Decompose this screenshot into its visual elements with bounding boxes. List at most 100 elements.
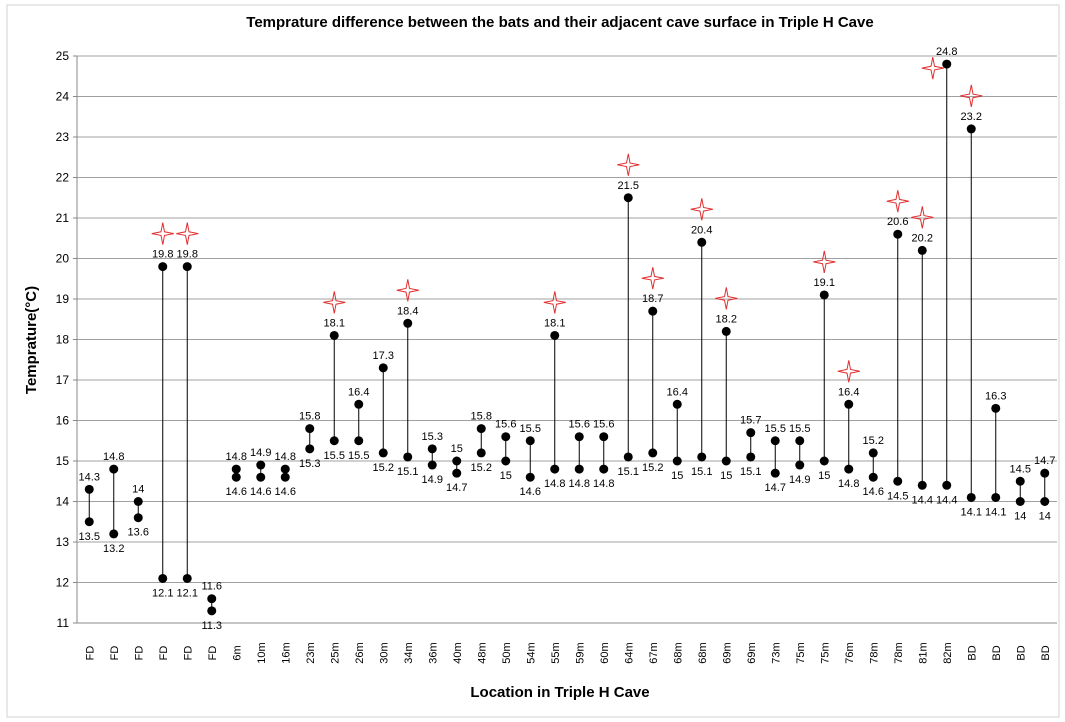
high-dot (795, 436, 805, 446)
low-dot (403, 452, 413, 462)
high-label: 15.6 (495, 419, 516, 431)
high-dot (942, 59, 952, 69)
high-label: 17.3 (373, 350, 394, 362)
low-dot (697, 452, 707, 462)
x-tick-label: 40m (452, 642, 464, 663)
x-tick-label: 26m (354, 642, 366, 663)
low-label: 14.6 (863, 486, 884, 498)
low-dot (1015, 497, 1025, 506)
chart-border (6, 4, 1060, 718)
x-tick-label: FD (207, 646, 219, 661)
x-tick-label: 81m (917, 642, 929, 663)
high-label: 18.4 (397, 305, 418, 317)
low-label: 14.6 (275, 486, 296, 498)
low-dot (942, 480, 952, 490)
x-tick-label: FD (84, 646, 96, 661)
x-tick-label: 78m (868, 642, 880, 663)
low-dot (599, 464, 609, 474)
y-tick-label: 20 (56, 252, 70, 266)
highlight-star (151, 222, 174, 245)
low-label: 14 (1039, 511, 1051, 523)
high-dot (403, 318, 413, 328)
x-tick-label: 82m (942, 642, 954, 663)
x-tick-label: 69m (746, 642, 758, 663)
x-tick-label: 64m (623, 642, 635, 663)
high-dot (158, 262, 168, 272)
high-dot (819, 290, 829, 300)
low-label: 15 (500, 470, 512, 482)
high-dot (868, 448, 878, 458)
low-dot (305, 444, 315, 454)
high-dot (280, 464, 290, 474)
low-label: 14 (1014, 511, 1026, 523)
high-label: 11.6 (201, 581, 222, 593)
low-label: 12.1 (177, 587, 198, 599)
high-dot (354, 399, 364, 409)
high-dot (991, 403, 1001, 413)
y-tick-label: 14 (56, 495, 70, 509)
x-tick-label: 60m (599, 642, 611, 663)
low-dot (207, 606, 217, 616)
x-tick-label: BD (1015, 645, 1027, 660)
low-label: 14.8 (569, 478, 590, 490)
high-dot (1015, 476, 1025, 486)
low-dot (378, 448, 388, 458)
low-label: 15.5 (324, 450, 345, 462)
x-tick-label: 59m (574, 642, 586, 663)
low-dot (109, 529, 119, 539)
high-dot (476, 424, 486, 434)
high-label: 16.4 (838, 386, 859, 398)
high-dot (893, 229, 903, 239)
x-tick-label: 50m (501, 642, 513, 663)
low-label: 15.5 (348, 450, 369, 462)
y-tick-label: 11 (57, 616, 70, 630)
high-dot (525, 436, 535, 446)
x-tick-label: BD (1040, 645, 1052, 660)
high-label: 20.4 (691, 224, 712, 236)
low-label: 14.8 (544, 478, 565, 490)
low-dot (280, 472, 290, 482)
high-dot (231, 464, 241, 474)
x-tick-label: BD (966, 645, 978, 660)
high-dot (623, 193, 633, 203)
low-dot (501, 456, 511, 466)
low-label: 15.1 (691, 466, 712, 478)
y-tick-label: 13 (56, 535, 70, 549)
highlight-star (886, 190, 909, 213)
low-label: 13.6 (128, 527, 149, 539)
low-label: 12.1 (152, 587, 173, 599)
high-dot (966, 124, 976, 134)
high-label: 14.7 (1034, 455, 1055, 467)
low-dot (746, 452, 756, 462)
x-tick-label: 48m (476, 642, 488, 663)
low-label: 15 (818, 470, 830, 482)
x-tick-label: 75m (795, 642, 807, 663)
low-label: 15.1 (397, 466, 418, 478)
low-label: 14.5 (887, 490, 908, 502)
x-tick-label: 76m (844, 642, 856, 663)
low-label: 14.4 (912, 494, 933, 506)
y-tick-label: 25 (56, 49, 70, 63)
high-dot (599, 432, 609, 442)
low-dot (868, 472, 878, 482)
low-dot (672, 456, 682, 466)
high-label: 15.5 (520, 423, 541, 435)
y-tick-label: 16 (56, 414, 70, 428)
high-label: 14 (132, 484, 144, 496)
high-label: 16.4 (667, 386, 688, 398)
x-tick-label: FD (109, 646, 121, 661)
low-dot (133, 513, 143, 523)
high-label: 15.5 (789, 423, 810, 435)
low-dot (550, 464, 560, 474)
high-label: 24.8 (936, 46, 957, 58)
low-dot (256, 472, 266, 482)
low-dot (795, 460, 805, 470)
low-label: 15.1 (618, 466, 639, 478)
high-dot (182, 262, 192, 272)
low-label: 14.9 (422, 474, 443, 486)
low-label: 14.6 (250, 486, 271, 498)
low-dot (574, 464, 584, 474)
x-tick-label: 16m (280, 642, 292, 663)
